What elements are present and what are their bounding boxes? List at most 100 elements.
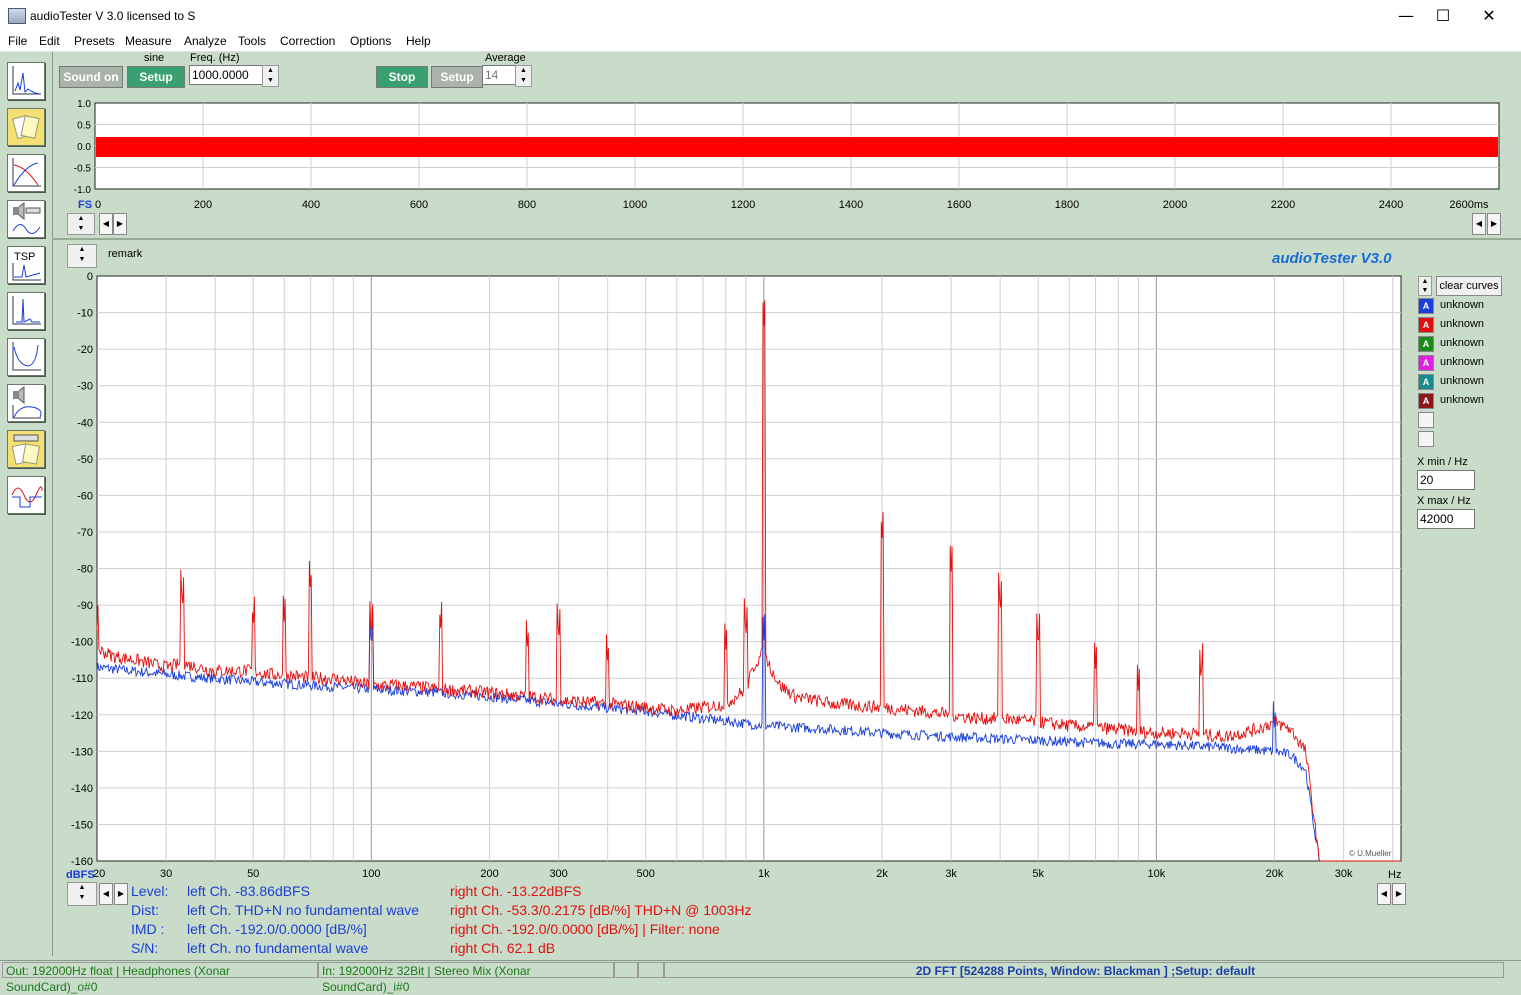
legend-color-swatch[interactable]: A (1418, 374, 1434, 390)
scope-y-tick: 0.5 (77, 121, 91, 132)
fft-grid (97, 276, 1401, 861)
sn-right-value: right Ch. 62.1 dB (450, 940, 556, 956)
y-unit-label: dBFS (66, 869, 95, 881)
fft-analyzer-tool-icon[interactable] (7, 62, 45, 100)
fft-x-tick: 1k (758, 868, 770, 880)
scope-y-tick: 0.0 (77, 142, 91, 153)
menu-bar: File Edit Presets Measure Analyze Tools … (0, 31, 1521, 52)
fft-y-tick: -90 (77, 600, 93, 612)
fft-scroll-left-icon[interactable]: ◀ (99, 883, 113, 905)
tsp-tool-icon[interactable]: TSP (7, 246, 45, 284)
scope-y-scale-spinner[interactable]: ▲ ▼ (67, 213, 95, 235)
menu-analyze[interactable]: Analyze (184, 34, 227, 48)
scope-x-tick: 2600ms (1449, 199, 1489, 211)
fft-y-tick: -130 (71, 746, 93, 758)
legend-label: unknown (1440, 356, 1485, 368)
legend-spinner[interactable]: ▲ ▼ (1418, 276, 1432, 296)
fft-remark-spinner[interactable]: ▲ ▼ (67, 244, 97, 268)
sound-on-button[interactable]: Sound on (59, 66, 123, 88)
scope-x-tick: 800 (518, 199, 536, 211)
average-input[interactable]: 14 (482, 65, 518, 85)
brand-label: audioTester V3.0 (1272, 250, 1392, 267)
fft-y-axis: 0 -10 -20 -30 -40 -50 -60 -70 -80 -90 -100 -110 -120… (71, 271, 93, 868)
menu-file[interactable]: File (8, 34, 28, 48)
legend-color-swatch[interactable]: A (1418, 393, 1434, 409)
fft-y-tick: -100 (71, 637, 93, 649)
scope-x-tick: 2200 (1271, 199, 1295, 211)
fft-y-tick: -60 (77, 490, 93, 502)
legend-empty-slot[interactable] (1418, 431, 1434, 447)
xmax-input[interactable]: 42000 (1417, 509, 1475, 529)
scope-panel: 1.0 0.5 0.0 -0.5 -1.0 0 200 400 600 800 1000 1200 1… (74, 99, 1500, 211)
stop-button[interactable]: Stop (376, 66, 428, 88)
legend-color-swatch[interactable]: A (1418, 298, 1434, 314)
clear-curves-button[interactable]: clear curves (1436, 276, 1502, 296)
fft-x-tick: 20k (1266, 868, 1284, 880)
status-empty-cell (638, 962, 664, 978)
fft-zoom-right-icon[interactable]: ▶ (1392, 883, 1406, 905)
dist-right-value: right Ch. -53.3/0.2175 [dB/%] THD+N @ 10… (450, 902, 752, 918)
dist-left-value: left Ch. THD+N no fundamental wave (187, 902, 420, 918)
presets-tool-icon[interactable] (7, 108, 45, 146)
scope-scroll-right-icon[interactable]: ▶ (113, 213, 127, 235)
frequency-response-tool-icon[interactable] (7, 154, 45, 192)
legend-label: unknown (1440, 394, 1485, 406)
impulse-tool-icon[interactable] (7, 292, 45, 330)
scope-scroll-left-icon[interactable]: ◀ (99, 213, 113, 235)
scope-zoom-right-icon[interactable]: ▶ (1487, 213, 1501, 235)
frequency-spinner[interactable]: ▲ ▼ (262, 65, 279, 87)
fft-zoom-left-icon[interactable]: ◀ (1377, 883, 1391, 905)
menu-measure[interactable]: Measure (125, 34, 172, 48)
speaker-measure-tool-icon[interactable] (7, 384, 45, 422)
menu-help[interactable]: Help (406, 34, 431, 48)
status-mode: 2D FFT [524288 Points, Window: Blackman … (664, 962, 1504, 978)
waveform-tool-icon[interactable] (7, 476, 45, 514)
speaker-tool-icon[interactable] (7, 200, 45, 238)
legend-color-swatch[interactable]: A (1418, 355, 1434, 371)
fft-y-tick: -140 (71, 783, 93, 795)
legend-empty-slot[interactable] (1418, 412, 1434, 428)
menu-presets[interactable]: Presets (74, 34, 115, 48)
scope-y-tick: -0.5 (74, 164, 92, 175)
generator-setup-button[interactable]: Setup (127, 66, 185, 88)
minimize-icon[interactable]: — (1398, 6, 1414, 25)
copyright-label: © U.Mueller (1349, 849, 1392, 858)
fft-x-tick: 30k (1335, 868, 1353, 880)
fft-scroll-right-icon[interactable]: ▶ (114, 883, 128, 905)
close-icon[interactable]: ✕ (1482, 6, 1496, 25)
fft-y-tick: -50 (77, 454, 93, 466)
fft-x-axis: 20 30 50 100 200 300 500 1k 2k 3k 5k 10k 20k 30k (93, 868, 1353, 880)
scope-x-axis: 0 200 400 600 800 1000 1200 1400 1600 1800 2000 220… (78, 199, 1489, 211)
scope-y-tick: 1.0 (77, 99, 91, 110)
xmin-label: X min / Hz (1417, 456, 1468, 468)
xmin-input[interactable]: 20 (1417, 470, 1475, 490)
fft-y-tick: -110 (72, 673, 93, 685)
scope-zoom-left-icon[interactable]: ◀ (1472, 213, 1486, 235)
legend-color-swatch[interactable]: A (1418, 317, 1434, 333)
menu-edit[interactable]: Edit (39, 34, 60, 48)
menu-options[interactable]: Options (350, 34, 392, 48)
scope-x-tick: 0 (95, 199, 101, 211)
level-right-value: right Ch. -13.22dBFS (450, 883, 582, 899)
calibration-tool-icon[interactable] (7, 430, 45, 468)
scope-x-tick: 600 (410, 199, 428, 211)
menu-tools[interactable]: Tools (238, 34, 267, 48)
maximize-icon[interactable]: ☐ (1435, 6, 1451, 25)
analyzer-setup-button[interactable]: Setup (431, 66, 483, 88)
status-output-device: Out: 192000Hz float | Headphones (Xonar … (2, 962, 318, 994)
level-name: Level: (131, 883, 169, 899)
scope-x-tick: 2000 (1163, 199, 1187, 211)
legend-label: unknown (1440, 318, 1485, 330)
average-spinner[interactable]: ▲ ▼ (515, 65, 532, 87)
scope-x-tick: 1800 (1055, 199, 1079, 211)
title-bar: audioTester V 3.0 licensed to S — ☐ ✕ (0, 0, 1521, 31)
scope-x-tick: 200 (194, 199, 212, 211)
menu-correction[interactable]: Correction (280, 34, 336, 48)
window-title: audioTester V 3.0 licensed to S (30, 9, 196, 23)
series-line-1 (96, 612, 1401, 862)
frequency-input[interactable]: 1000.0000 (189, 65, 263, 85)
impedance-tool-icon[interactable] (7, 338, 45, 376)
legend-color-swatch[interactable]: A (1418, 336, 1434, 352)
fft-y-scale-spinner[interactable]: ▲ ▼ (67, 882, 97, 906)
scope-fs-label: FS (78, 199, 92, 211)
